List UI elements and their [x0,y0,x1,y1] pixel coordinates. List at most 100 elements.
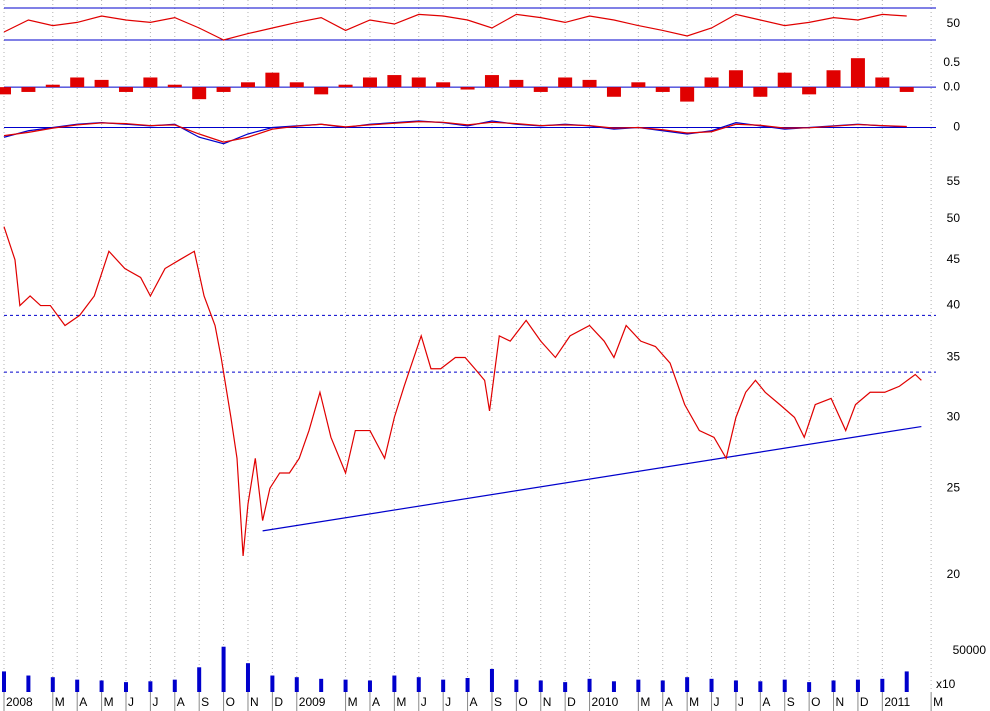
bar [533,87,548,92]
x-tick-label: N [836,695,845,709]
x-tick-label: J [421,695,427,709]
bar [270,675,275,692]
bar [631,82,646,88]
y-tick-label: 35 [947,350,961,364]
bar [216,87,231,92]
x-tick-label: D [567,695,576,709]
y-tick-label: 50 [947,16,961,30]
x-tick-label: M [55,695,65,709]
bar [680,87,695,102]
trend-line [262,425,922,532]
bar [343,679,348,692]
x-tick-label: O [811,695,820,709]
x-tick-label: M [933,695,943,709]
bar [441,679,446,692]
bar [148,681,153,692]
bar [563,682,568,692]
x-tick-label: 2008 [6,695,33,709]
x-tick-label: O [518,695,527,709]
bar [123,682,128,692]
x-tick-label: A [470,695,478,709]
bar [855,679,860,692]
bar [436,82,451,88]
bar [489,668,494,692]
x-tick-label: 2010 [592,695,619,709]
bar [338,84,353,88]
x-tick-label: M [689,695,699,709]
y-tick-label: 0.0 [943,79,960,93]
x-tick-label: J [128,695,134,709]
bar [802,87,817,95]
x-tick-label: A [177,695,185,709]
x-tick-label: S [494,695,502,709]
x-tick-label: A [665,695,673,709]
y-tick-label: 45 [947,252,961,266]
x-tick-label: O [226,695,235,709]
x-tick-label: M [396,695,406,709]
bar [587,678,592,692]
bar [221,646,226,692]
bar [367,680,372,692]
bar [850,58,865,88]
bar [319,678,324,692]
bar [75,679,80,692]
bar [167,84,182,88]
x-tick-label: A [79,695,87,709]
x-tick-label: 2009 [299,695,326,709]
bar [904,671,909,692]
x-tick-label: N [250,695,259,709]
x-tick-label: A [762,695,770,709]
bar [514,679,519,692]
bar [460,87,475,90]
bar [289,82,304,88]
bar [758,681,763,692]
bar [636,679,641,692]
bar [655,87,670,92]
bar [753,87,768,97]
bar [172,679,177,692]
bar [314,87,329,95]
bar [582,79,597,88]
bar [21,87,36,92]
y-tick-label: 30 [947,410,961,424]
bar [192,87,207,100]
bar [709,678,714,692]
y-tick-label: 55 [947,174,961,188]
x-tick-label: J [445,695,451,709]
y-tick-label: 50000 [953,643,987,657]
series-line [3,13,907,41]
bar [99,680,104,692]
y-tick-label: 20 [947,567,961,581]
bar [362,77,377,88]
bar [240,82,255,88]
bar [70,77,85,88]
x-tick-label: J [738,695,744,709]
bar [880,678,885,692]
bar [465,678,470,692]
bar [728,70,743,88]
bar [660,680,665,692]
y-tick-label: 0.5 [943,55,960,69]
bar [875,77,890,88]
bar [831,680,836,692]
bar [733,680,738,692]
series-line [3,226,922,557]
x-tick-label: S [787,695,795,709]
bar [245,663,250,692]
bar [777,72,792,88]
bar [143,77,158,88]
bar [392,675,397,692]
x-tick-label: N [543,695,552,709]
x-tick-label: J [714,695,720,709]
bar [94,79,109,88]
bar [45,84,60,88]
x-tick-label: M [640,695,650,709]
bar [50,677,55,692]
bar [704,77,719,88]
y-tick-label: 25 [947,480,961,494]
x-tick-label: A [372,695,380,709]
bar [484,75,499,88]
y-tick-label: 40 [947,298,961,312]
bar [26,675,31,692]
